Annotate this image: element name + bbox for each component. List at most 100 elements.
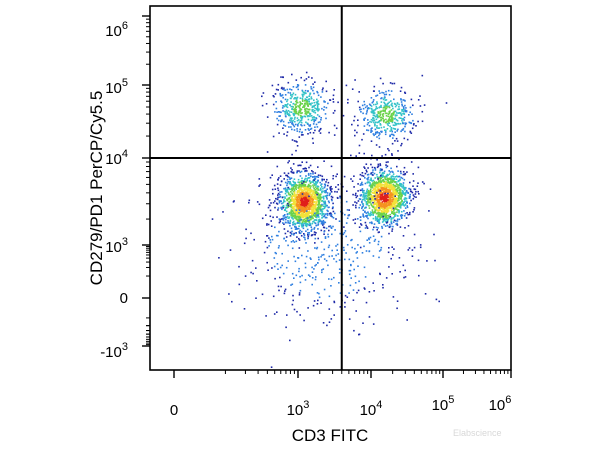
event-point [381, 195, 384, 197]
event-point [311, 102, 313, 104]
event-point [385, 115, 388, 117]
event-point [273, 313, 276, 315]
event-point [378, 193, 381, 196]
event-point [369, 107, 371, 110]
event-point [370, 105, 373, 107]
event-point [270, 225, 273, 227]
event-point [345, 235, 347, 238]
event-point [303, 79, 306, 82]
event-point [270, 366, 273, 368]
event-point [295, 112, 298, 114]
event-point [394, 215, 396, 217]
event-point [376, 204, 379, 207]
event-point [295, 112, 297, 114]
event-point [277, 247, 280, 249]
event-point [306, 99, 309, 102]
event-point [353, 119, 355, 122]
event-point [398, 185, 400, 187]
event-point [291, 189, 293, 192]
event-point [319, 204, 322, 207]
event-point [318, 216, 320, 218]
event-point [371, 110, 374, 113]
event-point [304, 181, 306, 183]
event-point [329, 225, 332, 227]
event-point [387, 192, 389, 195]
event-point [391, 212, 394, 215]
event-point [382, 112, 385, 115]
event-point [412, 180, 415, 182]
event-point [359, 173, 362, 176]
event-point [389, 192, 392, 194]
y-tick-label: 103 [105, 236, 128, 256]
event-point [296, 219, 299, 222]
event-point [303, 93, 305, 96]
event-point [335, 175, 337, 178]
event-point [229, 249, 232, 251]
event-point [378, 90, 380, 92]
event-point [385, 164, 387, 166]
event-point [376, 201, 378, 204]
event-point [284, 216, 287, 218]
event-point [333, 124, 336, 127]
event-point [303, 192, 306, 194]
event-point [301, 210, 303, 212]
event-point [292, 294, 294, 297]
event-point [391, 117, 393, 119]
event-point [300, 186, 303, 188]
event-point [370, 173, 372, 175]
event-point [310, 203, 312, 206]
event-point [324, 206, 326, 208]
event-point [396, 130, 398, 132]
event-point [379, 116, 382, 119]
event-point [378, 115, 381, 118]
event-point [390, 217, 393, 219]
event-point [405, 122, 408, 125]
event-point [273, 265, 276, 268]
event-point [395, 198, 397, 200]
event-point [401, 108, 403, 111]
event-point [243, 308, 246, 310]
event-point [363, 119, 365, 121]
event-point [380, 174, 382, 177]
event-point [368, 193, 371, 195]
event-point [383, 93, 386, 96]
event-point [304, 84, 307, 86]
event-point [305, 209, 307, 211]
event-point [317, 212, 320, 215]
event-point [387, 180, 390, 183]
event-point [311, 228, 313, 231]
event-point [314, 264, 316, 267]
event-point [327, 264, 329, 267]
event-point [359, 108, 361, 111]
event-point [421, 181, 424, 183]
event-point [412, 104, 414, 107]
event-point [404, 188, 406, 191]
event-point [392, 202, 394, 204]
event-point [400, 86, 403, 89]
event-point [390, 104, 393, 106]
event-point [288, 160, 290, 162]
event-point [324, 216, 327, 219]
event-point [372, 212, 375, 214]
event-point [348, 318, 351, 320]
event-point [281, 208, 283, 211]
event-point [325, 227, 328, 230]
event-point [394, 122, 397, 125]
event-point [306, 188, 308, 190]
event-point [298, 199, 301, 201]
event-point [304, 109, 307, 111]
event-point [362, 133, 365, 135]
event-point [392, 211, 394, 213]
event-point [292, 215, 295, 218]
event-point [294, 202, 296, 204]
event-point [386, 198, 388, 201]
event-point [318, 202, 320, 205]
event-point [305, 175, 307, 177]
event-point [294, 260, 297, 263]
event-point [399, 188, 402, 191]
event-point [302, 211, 304, 214]
event-point [417, 166, 420, 169]
event-point [364, 215, 367, 217]
event-point [222, 211, 224, 213]
event-point [407, 249, 410, 251]
